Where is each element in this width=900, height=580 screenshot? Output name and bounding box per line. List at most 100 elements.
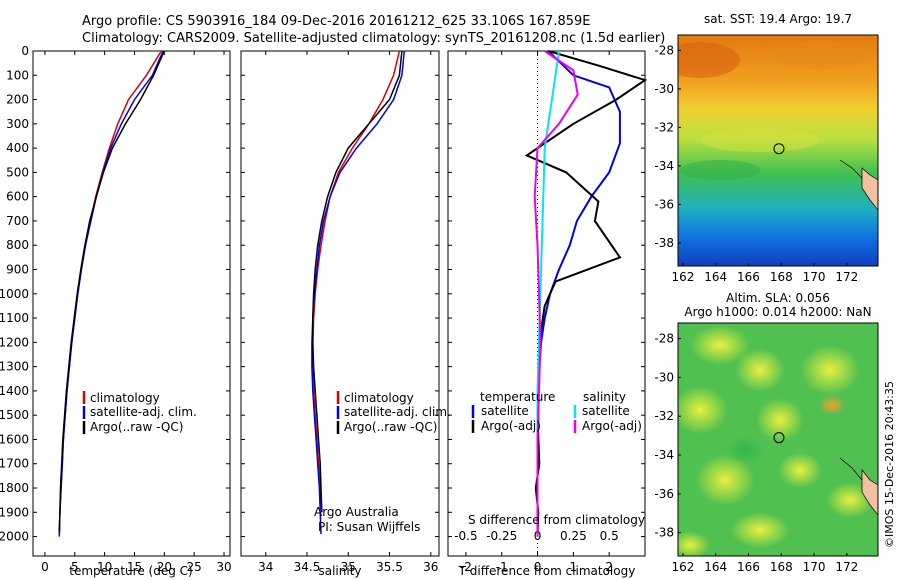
sla-blob: [800, 345, 860, 395]
axes-layer: 0100200300400500600700800900100011001200…: [0, 44, 645, 574]
x-tick-label: 30: [216, 560, 231, 574]
sst-map: [678, 35, 878, 266]
series-line: [58, 50, 164, 537]
map-x-tick-label: 162: [671, 270, 694, 284]
sst-yellow-patch: [700, 128, 820, 152]
sla-map-frame: [677, 322, 879, 557]
depth-tick-label: 0: [21, 44, 29, 58]
sla-map-title-line2: Argo h1000: 0.014 h2000: NaN: [684, 305, 871, 319]
legend-label: climatology: [344, 391, 414, 405]
sla-blob: [778, 452, 822, 488]
sla-blob: [730, 512, 790, 548]
x-tick-label: 5: [71, 560, 79, 574]
series-line: [312, 50, 401, 513]
series-line: [58, 50, 165, 532]
sla-blob: [735, 348, 785, 392]
s-tick-label: 0.5: [600, 529, 619, 543]
x-tick-label: 34: [258, 560, 273, 574]
map-x-tick-label: 168: [770, 270, 793, 284]
header-line2: Climatology: CARS2009. Satellite-adjuste…: [82, 31, 665, 46]
x-tick-label: 2: [605, 560, 613, 574]
x-tick-label: 20: [157, 560, 172, 574]
float-position-marker: [773, 143, 785, 155]
legend-label: satellite-adj. clim.: [90, 405, 197, 419]
x-tick-label: 10: [97, 560, 112, 574]
map-y-tick-label: -30: [654, 370, 674, 384]
map-y-tick-label: -28: [654, 43, 674, 57]
series-line: [524, 50, 648, 537]
depth-tick-label: 800: [6, 238, 29, 252]
imos-credit: ©IMOS 15-Dec-2016 20:43:35: [883, 381, 896, 548]
sla-blob: [756, 398, 804, 442]
salinity-xlabel: salinity: [318, 564, 361, 578]
series-line: [58, 50, 162, 535]
sst-map-title: sat. SST: 19.4 Argo: 19.7: [704, 12, 852, 26]
depth-tick-label: 400: [6, 141, 29, 155]
salinity-panel: [240, 50, 440, 557]
difference-legend: temperature salinity satellite Argo(-adj…: [468, 390, 645, 527]
float-position-marker: [773, 432, 785, 444]
map-y-tick-label: -32: [654, 409, 674, 423]
sst-warm-patch: [678, 42, 740, 78]
sst-coastline: [861, 167, 878, 211]
legend-label: Argo(..raw -QC): [90, 420, 183, 434]
series-line: [533, 50, 579, 537]
difference-xlabel: T difference from climatology: [458, 564, 636, 578]
map-y-tick-label: -34: [654, 448, 674, 462]
x-tick-label: -1: [496, 560, 508, 574]
map-x-tick-label: 170: [803, 270, 826, 284]
s-tick-label: 0.25: [560, 529, 587, 543]
temperature-panel: [32, 50, 231, 557]
credit-text: Argo Australia: [314, 505, 399, 519]
depth-tick-label: 200: [6, 93, 29, 107]
legend-label: satellite: [582, 404, 630, 418]
series-line: [311, 50, 406, 535]
x-tick-label: 0: [534, 560, 542, 574]
map-y-tick-label: -36: [654, 487, 674, 501]
map-x-tick-label: 166: [737, 270, 760, 284]
series-line: [536, 50, 560, 537]
salinity-legend: climatology satellite-adj. clim. Argo(..…: [336, 391, 451, 434]
x-tick-label: 0: [41, 560, 49, 574]
legend-label: Argo(-adj): [582, 419, 642, 433]
map-y-tick-label: -32: [654, 120, 674, 134]
depth-tick-label: 1100: [0, 311, 29, 325]
depth-tick-label: 100: [6, 68, 29, 82]
legend-title-temperature: temperature: [480, 390, 555, 404]
depth-tick-label: 1000: [0, 287, 29, 301]
depth-tick-label: 600: [6, 190, 29, 204]
legend-title-salinity: salinity: [583, 390, 626, 404]
sla-coastline: [839, 457, 863, 481]
sla-blob: [678, 531, 710, 556]
depth-tick-label: 1900: [0, 505, 29, 519]
map-y-tick-label: -36: [654, 197, 674, 211]
map-y-tick-label: -30: [654, 82, 674, 96]
depth-tick-label: 1400: [0, 384, 29, 398]
depth-tick-label: 500: [6, 165, 29, 179]
depth-tick-label: 900: [6, 263, 29, 277]
legend-label: climatology: [90, 391, 160, 405]
temperature-xlabel: temperature (deg C): [69, 564, 192, 578]
sla-blob: [695, 454, 755, 506]
map-y-tick-label: -28: [654, 332, 674, 346]
depth-tick-label: 1600: [0, 432, 29, 446]
map-x-tick-label: 170: [803, 560, 826, 574]
depth-tick-label: 300: [6, 117, 29, 131]
sst-coastline: [839, 159, 863, 179]
x-tick-label: 36: [423, 560, 438, 574]
sst-ticks: 162 164 166 168 170 172 -28 -30 -32 -34 -36 -38: [654, 43, 858, 284]
s-tick-label: -0.25: [486, 529, 517, 543]
legend-label: satellite: [481, 404, 529, 418]
sla-map: [678, 323, 878, 556]
map-x-tick-label: 166: [737, 560, 760, 574]
depth-tick-label: 700: [6, 214, 29, 228]
temperature-legend: climatology satellite-adj. clim. Argo(..…: [82, 391, 197, 434]
s-difference-label: S difference from climatology: [468, 513, 645, 527]
x-tick-label: -2: [460, 560, 472, 574]
x-tick-label: 25: [187, 560, 202, 574]
sst-map-frame: [677, 34, 879, 267]
series-line: [312, 50, 403, 513]
sst-green-patch: [680, 160, 760, 180]
map-x-tick-label: 164: [704, 560, 727, 574]
